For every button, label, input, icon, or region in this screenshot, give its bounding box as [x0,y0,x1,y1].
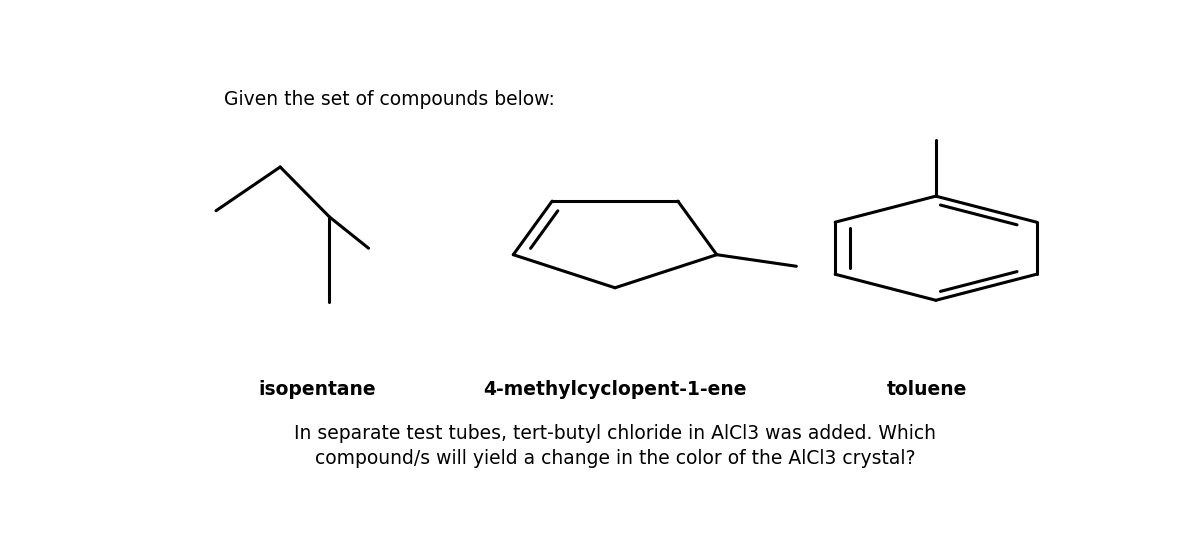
Text: toluene: toluene [887,380,967,399]
Text: compound/s will yield a change in the color of the AlCl3 crystal?: compound/s will yield a change in the co… [314,449,916,468]
Text: 4-methylcyclopent-1-ene: 4-methylcyclopent-1-ene [484,380,746,399]
Text: isopentane: isopentane [258,380,377,399]
Text: In separate test tubes, tert-butyl chloride in AlCl3 was added. Which: In separate test tubes, tert-butyl chlor… [294,424,936,443]
Text: Given the set of compounds below:: Given the set of compounds below: [224,90,556,109]
